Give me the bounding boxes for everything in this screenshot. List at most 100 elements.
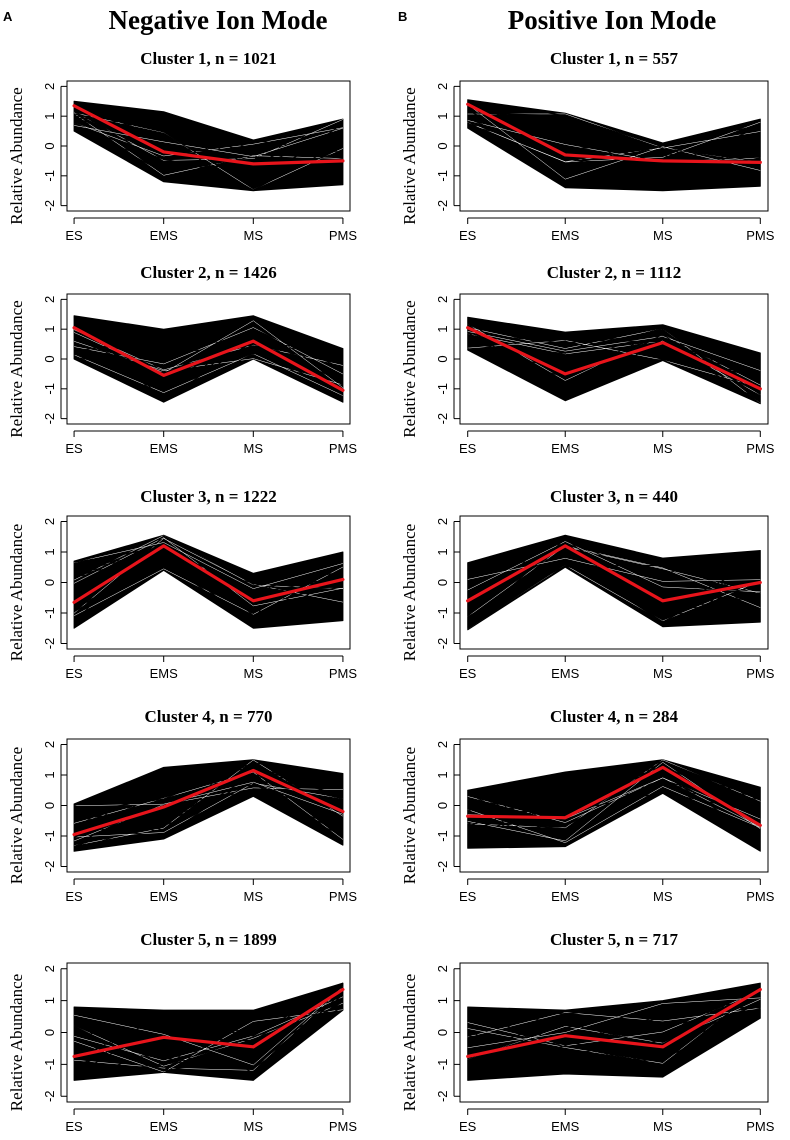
y-tick-label: 1 <box>42 771 57 778</box>
trajectory-line <box>74 115 344 184</box>
trajectory-line <box>467 320 761 360</box>
trajectory-line <box>74 323 344 386</box>
trajectory-line <box>467 564 761 630</box>
trajectory-line <box>74 775 343 838</box>
y-tick-label: 0 <box>435 579 450 586</box>
trajectory-line <box>73 772 343 829</box>
x-tick-label: EMS <box>150 666 179 681</box>
y-tick-label: -1 <box>435 1059 450 1071</box>
panel-a-title: Negative Ion Mode <box>109 5 328 35</box>
trajectory-line <box>73 1009 343 1073</box>
y-tick-label: 1 <box>435 771 450 778</box>
trajectory-line <box>73 128 344 169</box>
y-axis-label: Relative Abundance <box>400 300 419 437</box>
chart-title: Cluster 4, n = 284 <box>550 707 678 726</box>
trajectory-line <box>73 776 344 816</box>
chart-title: Cluster 2, n = 1112 <box>547 263 682 282</box>
trajectory-line <box>73 1001 344 1072</box>
trajectory-line <box>73 329 344 394</box>
trajectory-line <box>467 1004 761 1070</box>
cluster-chart-a-2: Cluster 2, n = 1426 Relative Abundance -2 -… <box>7 263 357 456</box>
chart-title: Cluster 3, n = 440 <box>550 487 678 506</box>
cluster-charts: Cluster 1, n = 1021 Relative Abundance -2 -… <box>7 49 775 1134</box>
chart-title: Cluster 3, n = 1222 <box>140 487 276 506</box>
y-tick-label: 0 <box>42 355 57 362</box>
y-tick-label: -1 <box>435 383 450 395</box>
y-tick-label: 2 <box>435 965 450 972</box>
x-tick-label: MS <box>244 889 264 904</box>
trajectory-band <box>73 982 344 1081</box>
x-tick-label: EMS <box>551 666 580 681</box>
x-tick-label: ES <box>459 441 477 456</box>
x-tick-label: EMS <box>150 228 179 243</box>
x-tick-label: MS <box>653 1119 673 1134</box>
trajectory-line <box>467 563 761 629</box>
y-tick-label: 2 <box>42 518 57 525</box>
trajectory-line <box>467 1002 761 1035</box>
x-tick-label: ES <box>65 889 83 904</box>
trajectory-line <box>73 775 343 809</box>
trajectory-line <box>467 772 761 794</box>
trajectory-line <box>73 535 343 622</box>
cluster-chart-b-1: Cluster 1, n = 557 Relative Abundance -2 -1… <box>400 49 775 243</box>
x-tick-label: ES <box>459 889 477 904</box>
cluster-chart-b-2: Cluster 2, n = 1112 Relative Abundance -2 -… <box>400 263 775 456</box>
trajectory-line <box>73 552 343 621</box>
trajectory-line <box>467 102 761 166</box>
trajectory-line <box>467 331 761 371</box>
x-tick-label: EMS <box>150 889 179 904</box>
y-axis-label: Relative Abundance <box>7 524 26 661</box>
trajectory-line <box>74 553 344 628</box>
trajectory-line <box>74 769 344 842</box>
chart-title: Cluster 2, n = 1426 <box>140 263 276 282</box>
trajectory-line <box>73 560 344 627</box>
trajectory-line <box>467 553 761 618</box>
trajectory-line <box>467 1007 761 1038</box>
x-tick-label: EMS <box>551 889 580 904</box>
y-tick-label: -2 <box>435 200 450 212</box>
mean-line <box>466 765 762 827</box>
trajectory-line <box>467 120 761 163</box>
x-tick-label: MS <box>244 441 264 456</box>
trajectory-line <box>73 316 344 401</box>
trajectory-line <box>467 325 761 400</box>
trajectory-line <box>467 1004 761 1055</box>
trajectory-line <box>74 986 344 1066</box>
trajectory-area <box>467 982 761 1081</box>
x-tick-label: MS <box>244 1119 264 1134</box>
x-tick-label: MS <box>653 889 673 904</box>
y-tick-label: 0 <box>435 1029 450 1036</box>
trajectory-line <box>467 1002 761 1015</box>
trajectory-line <box>73 328 344 396</box>
y-tick-label: 0 <box>435 355 450 362</box>
y-tick-label: 2 <box>42 741 57 748</box>
trajectory-line <box>73 111 343 155</box>
trajectory-line <box>73 765 344 843</box>
trajectory-line <box>467 331 761 386</box>
y-axis-label: Relative Abundance <box>7 974 26 1111</box>
y-tick-label: 2 <box>435 518 450 525</box>
x-tick-label: MS <box>653 666 673 681</box>
mean-line <box>466 987 762 1059</box>
mean-line <box>72 768 345 837</box>
trajectory-line <box>467 109 761 171</box>
cluster-chart-a-1: Cluster 1, n = 1021 Relative Abundance -2 -… <box>7 49 357 243</box>
trajectory-line <box>467 762 761 849</box>
x-tick-label: ES <box>65 1119 83 1134</box>
trajectory-line <box>74 122 343 153</box>
x-tick-label: ES <box>65 666 83 681</box>
trajectory-line <box>74 345 343 359</box>
trajectory-band <box>467 316 761 405</box>
trajectory-band <box>467 759 761 852</box>
y-tick-label: 1 <box>42 113 57 120</box>
panel-b-title: Positive Ion Mode <box>508 5 717 35</box>
trajectory-line <box>467 564 761 618</box>
mean-line <box>466 102 762 164</box>
trajectory-line <box>73 997 344 1076</box>
trajectory-line <box>73 332 344 403</box>
y-tick-label: 0 <box>42 802 57 809</box>
x-tick-label: EMS <box>551 441 580 456</box>
trajectory-line <box>467 100 761 180</box>
trajectory-line <box>467 1003 761 1056</box>
x-tick-label: ES <box>459 228 477 243</box>
